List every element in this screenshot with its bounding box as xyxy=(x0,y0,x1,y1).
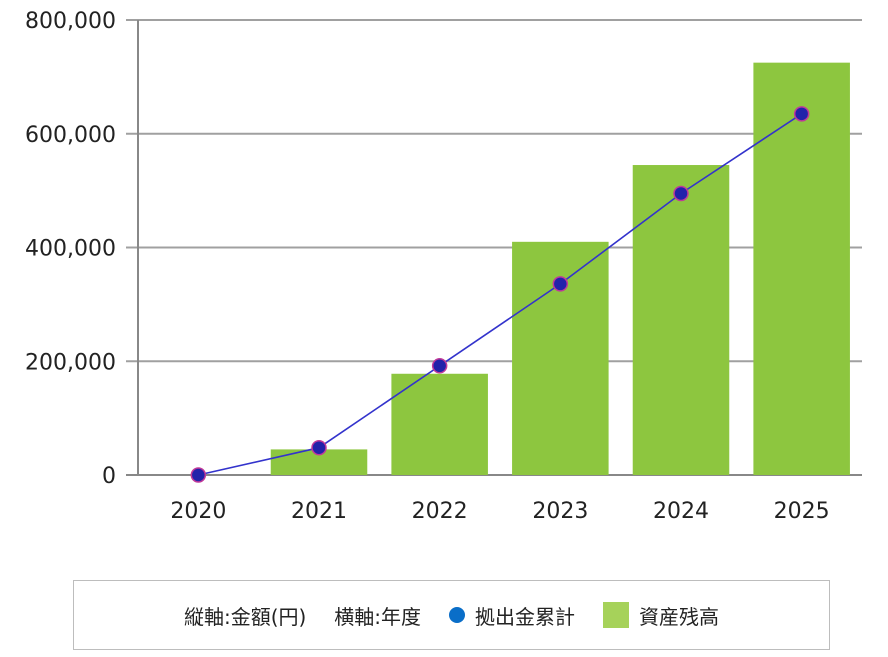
bar-2025 xyxy=(753,62,850,475)
x-tick-label: 2024 xyxy=(653,499,709,524)
line-series xyxy=(190,106,810,483)
line-path xyxy=(198,113,803,476)
line-point-2022 xyxy=(431,358,448,374)
y-tick-label: 600,000 xyxy=(25,123,116,148)
line-point-2020 xyxy=(190,467,207,483)
x-tick-label: 2022 xyxy=(412,499,468,524)
legend-line-label: 拠出金累計 xyxy=(475,604,576,629)
line-point-2025 xyxy=(793,106,810,122)
legend-bar-label: 資産残高 xyxy=(639,604,720,629)
x-tick-label: 2021 xyxy=(291,499,347,524)
legend-bar-entry: 資産残高 xyxy=(603,601,719,630)
y-tick-label: 200,000 xyxy=(25,350,116,375)
y-tick-label: 0 xyxy=(102,464,116,489)
line-point-2021 xyxy=(311,439,327,456)
y-axis-ticks: 0 200,000 400,000 600,000 800,000 xyxy=(25,9,116,489)
line-point-2023 xyxy=(552,276,569,292)
x-axis-ticks: 2020 2021 2022 2023 2024 2025 xyxy=(170,499,829,524)
x-tick-label: 2023 xyxy=(532,499,588,524)
legend-vertical-axis: 縦軸:金額(円) xyxy=(184,601,306,630)
x-tick-label: 2025 xyxy=(774,499,830,524)
legend-horizontal-axis-label: 横軸:年度 xyxy=(334,604,422,629)
legend-horizontal-axis: 横軸:年度 xyxy=(334,601,421,630)
bar-series xyxy=(270,62,850,475)
y-tick-label: 800,000 xyxy=(25,9,116,34)
legend-vertical-axis-label: 縦軸:金額(円) xyxy=(183,604,307,629)
bar-2024 xyxy=(632,165,730,475)
x-tick-label: 2020 xyxy=(170,499,226,524)
line-marker-icon xyxy=(449,607,466,623)
legend: 縦軸:金額(円) 横軸:年度 拠出金累計 資産残高 xyxy=(73,580,830,650)
grid-lines xyxy=(126,19,862,476)
bar-2022 xyxy=(391,373,488,475)
y-tick-label: 400,000 xyxy=(25,237,116,262)
legend-line-entry: 拠出金累計 xyxy=(449,601,575,630)
bar-swatch-icon xyxy=(603,602,630,628)
line-point-2024 xyxy=(673,185,689,202)
